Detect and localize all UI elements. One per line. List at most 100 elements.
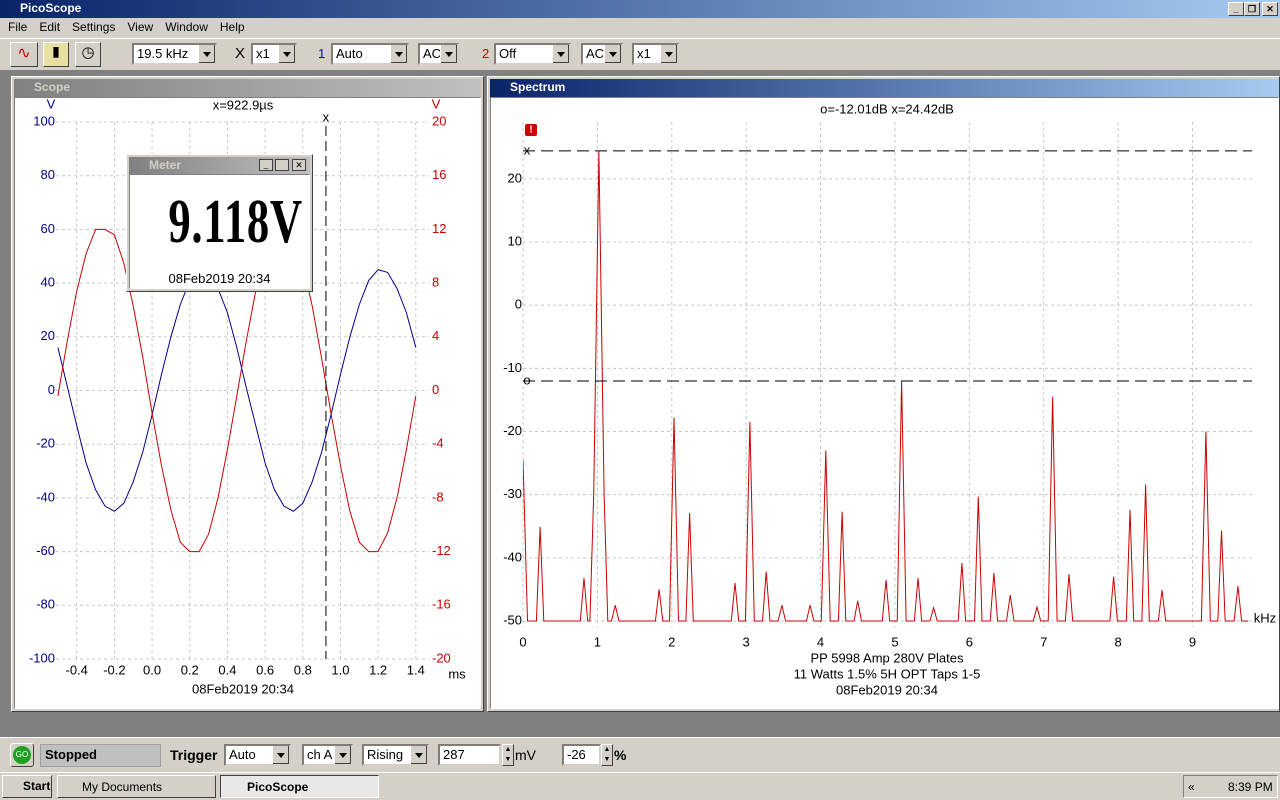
note: 11 Watts 1.5% 5H OPT Taps 1-5 <box>794 666 981 681</box>
note: 08Feb2019 20:34 <box>836 682 938 697</box>
scope-title-bar: Scope <box>14 79 481 97</box>
marker-symbol: o <box>523 372 530 387</box>
y-tick-label: 20 <box>508 170 522 185</box>
x-tick-label: 1.2 <box>369 662 387 677</box>
spectrum-chart: o=-12.01dB x=24.42dB ! kHz PP 5998 Amp 2… <box>503 101 1276 697</box>
x-axis-label: kHz <box>1254 610 1276 625</box>
y-tick-label: -40 <box>36 489 55 504</box>
timebase-select[interactable]: 19.5 kHz <box>132 43 217 65</box>
delay-unit: % <box>614 747 627 763</box>
y-tick-label: 100 <box>33 113 55 128</box>
trigger-mode-value: Auto <box>229 747 256 762</box>
x-tick-label: 1.4 <box>407 662 425 677</box>
start-button[interactable]: Start <box>2 775 52 798</box>
trigger-edge-value: Rising <box>367 747 404 762</box>
y2-tick-label: 12 <box>432 221 446 236</box>
meter-date: 08Feb2019 20:34 <box>168 271 271 286</box>
trigger-level-input[interactable]: 287 <box>438 744 501 766</box>
x-tick-label: -0.4 <box>66 662 88 677</box>
x-tick-label: -0.2 <box>103 662 125 677</box>
go-button[interactable]: GO <box>10 743 34 767</box>
scope-view-button[interactable]: ∿ <box>10 42 38 67</box>
y-tick-label: -40 <box>503 549 522 564</box>
timestamp: 08Feb2019 20:34 <box>192 681 294 696</box>
y-tick-label: 40 <box>41 275 55 290</box>
x-tick-label: 0.2 <box>181 662 199 677</box>
close-button[interactable]: ✕ <box>1262 2 1278 16</box>
y2-axis-label: V <box>432 97 441 111</box>
y-tick-label: 0 <box>48 382 55 397</box>
marker-symbol: x <box>524 142 531 157</box>
run-state: Stopped <box>40 744 161 767</box>
tray-arrow[interactable]: « <box>1188 780 1195 794</box>
y-tick-label: 0 <box>515 297 522 312</box>
level-spinner[interactable]: ▲ ▼ <box>502 744 514 766</box>
spectrum-view-button[interactable]: ▮ <box>43 42 69 67</box>
menu-bar: File Edit Settings View Window Help <box>2 18 251 38</box>
title-bar: PicoScope <box>0 0 1280 18</box>
restore-button[interactable]: ❐ <box>1244 2 1260 16</box>
y-tick-label: -80 <box>36 597 55 612</box>
start-label: Start <box>23 779 51 793</box>
x-tick-label: 1 <box>594 634 601 649</box>
y2-tick-label: 0 <box>432 382 439 397</box>
y-tick-label: -50 <box>503 612 522 627</box>
scope-title: Scope <box>34 80 71 94</box>
menu-item[interactable]: Window <box>165 20 208 34</box>
y-tick-label: -10 <box>503 360 522 375</box>
toolbar <box>0 38 1280 71</box>
x-tick-label: 0.0 <box>143 662 161 677</box>
meter-min[interactable]: _ <box>259 159 273 171</box>
cursor-symbol: x <box>323 109 330 124</box>
trigger-delay-value: -26 <box>567 747 586 762</box>
menu-item[interactable]: File <box>8 20 28 34</box>
delay-spinner[interactable]: ▲ ▼ <box>601 744 613 766</box>
meter-max[interactable] <box>275 159 289 171</box>
spectrum-title: Spectrum <box>510 80 566 94</box>
ch1-range-select[interactable]: Auto <box>331 43 409 65</box>
trigger-channel-select[interactable]: ch A <box>302 744 353 766</box>
menu-item[interactable]: Edit <box>39 20 61 34</box>
x-mult-select[interactable]: x1 <box>251 43 297 65</box>
trigger-level-value: 287 <box>443 747 465 762</box>
y-tick-label: -30 <box>503 486 522 501</box>
trigger-delay-input[interactable]: -26 <box>562 744 601 766</box>
ch2-coupling-select[interactable]: AC <box>581 43 623 65</box>
ch2-range-value: Off <box>499 46 517 61</box>
ch2-coupling-value: AC <box>586 46 605 61</box>
ch1-coupling-select[interactable]: AC <box>418 43 459 65</box>
scope-chart: V V x=922.9µs ms 08Feb2019 20:34 -0.4 -0.… <box>29 97 466 696</box>
y-axis-label: V <box>47 97 56 111</box>
menu-item[interactable]: Settings <box>72 20 116 34</box>
ch2-mult-select[interactable]: x1 <box>632 43 679 65</box>
meter-reading: 9.118V <box>168 188 303 256</box>
x-mult-value: x1 <box>256 46 270 61</box>
meter-close[interactable]: ✕ <box>292 159 306 171</box>
ch2-mult-value: x1 <box>637 46 651 61</box>
menu-item[interactable]: Help <box>219 20 245 34</box>
meter-title: Meter <box>149 158 182 172</box>
menu-item[interactable]: View <box>127 20 154 34</box>
y2-tick-label: -8 <box>432 489 444 504</box>
level-unit: mV <box>515 747 536 763</box>
note: PP 5998 Amp 280V Plates <box>811 650 964 665</box>
x-tick-label: 0 <box>519 634 526 649</box>
ch2-label: 2 <box>482 46 490 61</box>
x-tick-label: 8 <box>1114 634 1121 649</box>
task-label: PicoScope <box>247 780 309 794</box>
task-button-active[interactable]: PicoScope <box>220 775 379 798</box>
trigger-edge-select[interactable]: Rising <box>362 744 429 766</box>
warning-icon[interactable] <box>525 124 537 136</box>
trigger-channel-value: ch A <box>307 747 333 762</box>
trigger-mode-select[interactable]: Auto <box>224 744 291 766</box>
x-tick-label: 7 <box>1040 634 1047 649</box>
series-line <box>523 150 1249 622</box>
meter-view-button[interactable]: ◷ <box>75 42 101 67</box>
go-label: GO <box>13 746 31 764</box>
minimize-button[interactable]: _ <box>1228 2 1244 16</box>
y2-tick-label: 20 <box>432 113 446 128</box>
x-tick-label: 1.0 <box>331 662 349 677</box>
x-tick-label: 3 <box>743 634 750 649</box>
task-button[interactable]: My Documents <box>57 775 216 798</box>
ch2-range-select[interactable]: Off <box>494 43 571 65</box>
